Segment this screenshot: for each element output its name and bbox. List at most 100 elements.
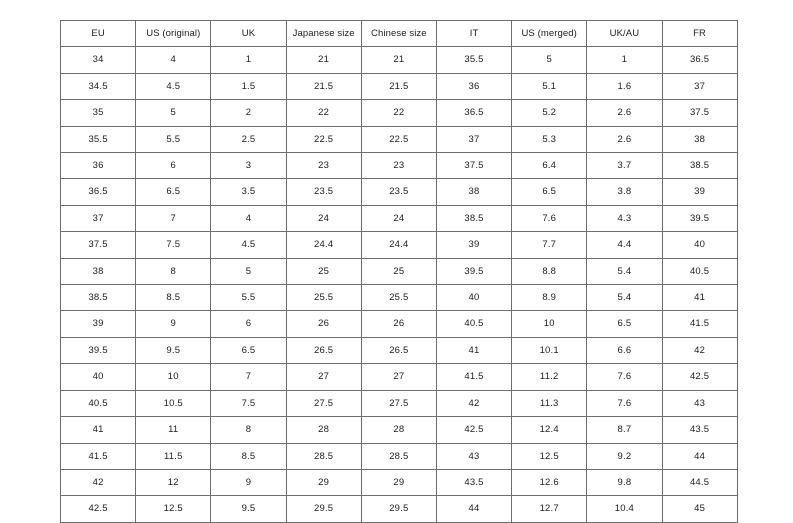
- table-row: 37.5 7.5 4.5 24.4 24.4 39 7.7 4.4 40: [59, 231, 738, 259]
- table-row: 40 10 7 27 27 41.5 11.2 7.6 42.5: [59, 363, 738, 391]
- table-cell: 23: [360, 152, 437, 180]
- table-cell: 8: [135, 257, 212, 286]
- table-cell: 24: [285, 204, 362, 233]
- table-cell: 42: [435, 389, 513, 418]
- table-cell: 39.5: [59, 336, 137, 365]
- table-cell: 11.3: [511, 389, 588, 418]
- table-cell: 25: [285, 257, 362, 286]
- table-cell: 26: [360, 310, 437, 338]
- column-header-uk-au: UK/AU: [586, 19, 663, 48]
- table-cell: 5.4: [586, 284, 663, 312]
- table-cell: 9: [210, 468, 287, 497]
- column-header-us-merged: US (merged): [511, 19, 588, 48]
- table-cell: 42: [59, 468, 137, 497]
- table-cell: 38.5: [59, 284, 137, 312]
- table-cell: 45: [661, 495, 738, 523]
- table-cell: 10.1: [511, 336, 588, 365]
- table-cell: 1: [586, 46, 663, 74]
- table-cell: 42: [661, 336, 738, 365]
- table-cell: 40.5: [59, 389, 137, 418]
- table-cell: 38: [435, 178, 513, 206]
- table-cell: 11.5: [135, 442, 212, 470]
- table-cell: 9: [135, 310, 212, 338]
- table-cell: 11: [135, 416, 212, 444]
- table-cell: 24.4: [285, 231, 362, 259]
- table-cell: 6: [210, 310, 287, 338]
- table-cell: 41.5: [59, 442, 137, 470]
- table-cell: 27: [360, 363, 437, 391]
- table-cell: 27: [285, 363, 362, 391]
- table-cell: 28: [285, 416, 362, 444]
- table-row: 42.5 12.5 9.5 29.5 29.5 44 12.7 10.4 45: [59, 495, 738, 523]
- table-cell: 24: [360, 204, 437, 233]
- table-cell: 25.5: [285, 284, 362, 312]
- table-cell: 39: [435, 231, 513, 259]
- table-cell: 6.4: [511, 152, 588, 180]
- table-cell: 26: [285, 310, 362, 338]
- table-cell: 11.2: [511, 363, 588, 391]
- table-cell: 2: [210, 99, 287, 127]
- table-cell: 1.5: [210, 72, 287, 101]
- table-cell: 3: [210, 152, 287, 180]
- table-cell: 37.5: [435, 152, 513, 180]
- table-cell: 36.5: [435, 99, 513, 127]
- table-cell: 28: [360, 416, 437, 444]
- table-cell: 29.5: [285, 495, 362, 523]
- table-cell: 8.7: [586, 416, 663, 444]
- table-row: 41 11 8 28 28 42.5 12.4 8.7 43.5: [59, 416, 738, 444]
- table-cell: 43.5: [661, 416, 738, 444]
- table-cell: 12.5: [511, 442, 588, 470]
- table-row: 35 5 2 22 22 36.5 5.2 2.6 37.5: [59, 99, 738, 127]
- table-cell: 37.5: [661, 99, 738, 127]
- table-cell: 41: [59, 416, 137, 444]
- table-row: 38 8 5 25 25 39.5 8.8 5.4 40.5: [59, 257, 738, 286]
- table-cell: 24.4: [360, 231, 437, 259]
- table-cell: 39: [59, 310, 137, 338]
- table-cell: 38: [661, 125, 738, 154]
- table-cell: 28.5: [360, 442, 437, 470]
- table-cell: 35: [59, 99, 137, 127]
- table-cell: 4: [135, 46, 212, 74]
- table-cell: 23: [285, 152, 362, 180]
- table-row: 37 7 4 24 24 38.5 7.6 4.3 39.5: [59, 204, 738, 233]
- table-cell: 40: [661, 231, 738, 259]
- table-cell: 9.2: [586, 442, 663, 470]
- column-header-uk: UK: [210, 19, 287, 48]
- table-row: 36 6 3 23 23 37.5 6.4 3.7 38.5: [59, 152, 738, 180]
- table-cell: 8: [210, 416, 287, 444]
- page-root: EU US (original) UK Japanese size Chines…: [59, 19, 738, 523]
- table-cell: 36.5: [59, 178, 137, 206]
- table-cell: 26.5: [360, 336, 437, 365]
- table-cell: 7.6: [586, 389, 663, 418]
- table-cell: 9.8: [586, 468, 663, 497]
- table-cell: 22: [285, 99, 362, 127]
- table-cell: 38.5: [435, 204, 513, 233]
- table-cell: 37: [435, 125, 513, 154]
- table-cell: 2.6: [586, 99, 663, 127]
- table-cell: 36: [59, 152, 137, 180]
- table-cell: 35.5: [59, 125, 137, 154]
- table-cell: 38.5: [661, 152, 738, 180]
- table-cell: 6.5: [135, 178, 212, 206]
- table-header-row: EU US (original) UK Japanese size Chines…: [59, 19, 738, 48]
- table-cell: 7: [135, 204, 212, 233]
- table-cell: 8.9: [511, 284, 588, 312]
- table-cell: 26.5: [285, 336, 362, 365]
- table-cell: 22.5: [360, 125, 437, 154]
- table-cell: 10: [511, 310, 588, 338]
- table-cell: 27.5: [285, 389, 362, 418]
- table-row: 34 4 1 21 21 35.5 5 1 36.5: [59, 46, 738, 74]
- table-cell: 28.5: [285, 442, 362, 470]
- table-row: 34.5 4.5 1.5 21.5 21.5 36 5.1 1.6 37: [59, 72, 738, 101]
- table-cell: 4.5: [135, 72, 212, 101]
- table-cell: 37.5: [59, 231, 137, 259]
- table-cell: 2.6: [586, 125, 663, 154]
- table-cell: 7.5: [210, 389, 287, 418]
- table-row: 39 9 6 26 26 40.5 10 6.5 41.5: [59, 310, 738, 338]
- table-cell: 37: [59, 204, 137, 233]
- table-cell: 44.5: [661, 468, 738, 497]
- table-body: 34 4 1 21 21 35.5 5 1 36.5 34.5 4.5 1.5 21.5 21.5 36 5.…: [59, 46, 738, 523]
- table-cell: 25: [360, 257, 437, 286]
- table-row: 40.5 10.5 7.5 27.5 27.5 42 11.3 7.6 43: [59, 389, 738, 418]
- table-cell: 39.5: [661, 204, 738, 233]
